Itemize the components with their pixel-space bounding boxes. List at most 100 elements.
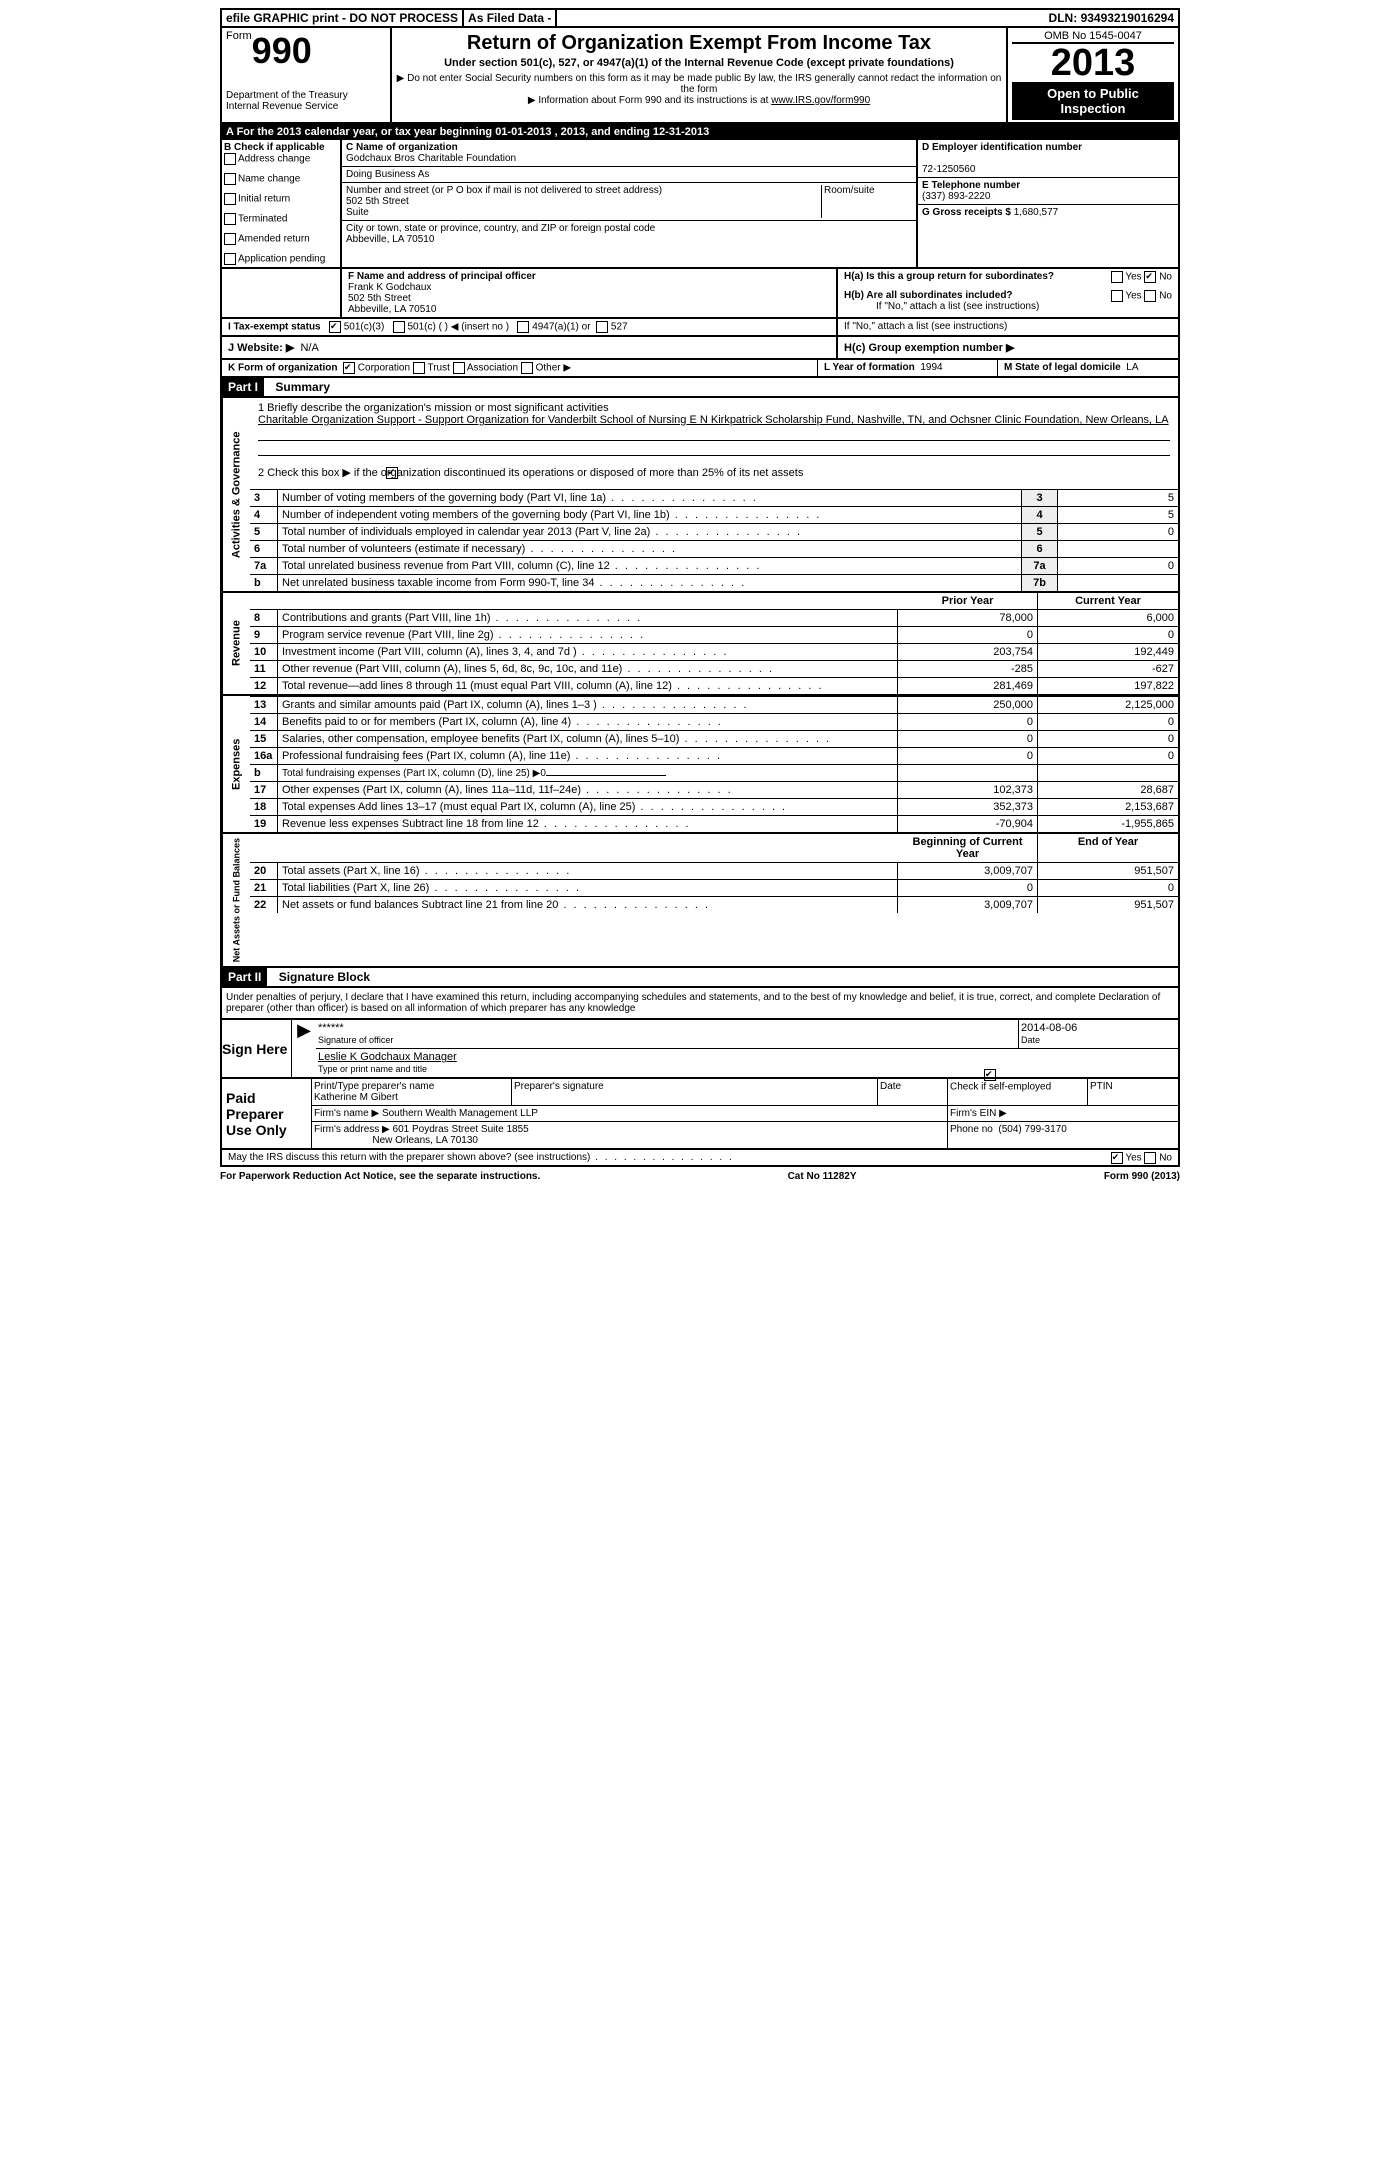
data-line-row: 11Other revenue (Part VIII, column (A), … [250,660,1178,677]
cb-association[interactable] [453,362,465,374]
firm-addr2: New Orleans, LA 70130 [372,1135,478,1146]
current-value [1038,764,1178,781]
data-line-row: 18Total expenses Add lines 13–17 (must e… [250,798,1178,815]
data-line-row: 10Investment income (Part VIII, column (… [250,643,1178,660]
header-right: OMB No 1545-0047 2013 Open to Public Ins… [1008,28,1178,122]
netassets-section: Net Assets or Fund Balances Beginning of… [220,834,1180,968]
org-name: Godchaux Bros Charitable Foundation [346,153,516,164]
line-number: 8 [250,609,278,626]
501c3: 501(c)(3) [344,322,385,333]
preparer-date-label: Date [878,1079,948,1106]
data-line-row: 17Other expenses (Part IX, column (A), l… [250,781,1178,798]
check-terminated: Terminated [238,214,287,225]
dept-treasury: Department of the Treasury [226,90,386,101]
line-number: 6 [250,540,278,557]
line-number: 20 [250,862,278,879]
cb-address-change[interactable] [224,153,236,165]
info-grid: B Check if applicable Address change Nam… [220,140,1180,269]
perjury-statement: Under penalties of perjury, I declare th… [220,988,1180,1020]
line-value: 5 [1058,489,1178,506]
ha-yes-cb[interactable] [1111,271,1123,283]
irs-link[interactable]: www.IRS.gov/form990 [771,95,870,106]
printed-name-label: Type or print name and title [318,1064,427,1074]
part-2-header: Part II Signature Block [220,968,1180,988]
cb-501c3[interactable] [329,321,341,333]
gov-line-row: 4Number of independent voting members of… [250,506,1178,523]
suite: Suite [346,207,369,218]
hb-yes-cb[interactable] [1111,290,1123,302]
gov-line-row: 7aTotal unrelated business revenue from … [250,557,1178,574]
check-applicable-col: B Check if applicable Address change Nam… [222,140,342,267]
check-amended-return: Amended return [238,234,310,245]
col-prior: Prior Year [898,593,1038,609]
dln-value: 93493219016294 [1081,11,1174,25]
cb-application-pending[interactable] [224,253,236,265]
line-box-ref: 3 [1022,489,1058,506]
expenses-section: Expenses 13Grants and similar amounts pa… [220,696,1180,834]
line-text: Other revenue (Part VIII, column (A), li… [278,660,898,677]
line-text: Total number of volunteers (estimate if … [278,540,1022,557]
line-number: 15 [250,730,278,747]
discuss-yes-cb[interactable] [1111,1152,1123,1164]
line-text: Investment income (Part VIII, column (A)… [278,643,898,660]
cb-501c[interactable] [393,321,405,333]
cb-name-change[interactable] [224,173,236,185]
line-text: Salaries, other compensation, employee b… [278,730,898,747]
current-value: 2,125,000 [1038,696,1178,713]
check-address-change: Address change [238,154,310,165]
preparer-name-label: Print/Type preparer's name [314,1081,434,1092]
check-name-change: Name change [238,174,300,185]
side-gov: Activities & Governance [222,398,250,591]
ha-no-cb[interactable] [1144,271,1156,283]
dba-label: Doing Business As [342,167,916,183]
preparer-name: Katherine M Gibert [314,1092,398,1103]
line-2-checkbox[interactable] [386,467,398,479]
line-text: Number of voting members of the governin… [278,489,1022,506]
hb-no-cb[interactable] [1144,290,1156,302]
year-formation-label: L Year of formation [824,362,915,373]
sign-here-label: Sign Here [222,1020,292,1077]
cb-initial-return[interactable] [224,193,236,205]
website-value: N/A [300,342,318,354]
tax-year: 2013 [1012,44,1174,82]
hb-attach-list: If "No," attach a list (see instructions… [838,319,1178,335]
signature-label: Signature of officer [318,1035,393,1045]
room-label: Room/suite [822,185,912,218]
line-text: Total liabilities (Part X, line 26) [278,879,898,896]
addr-label: Number and street (or P O box if mail is… [346,185,662,196]
dln-label: DLN: [1049,11,1078,25]
line-text: Revenue less expenses Subtract line 18 f… [278,815,898,832]
current-value: -627 [1038,660,1178,677]
cb-527[interactable] [596,321,608,333]
prior-value: 78,000 [898,609,1038,626]
prior-value: 250,000 [898,696,1038,713]
discuss-no-cb[interactable] [1144,1152,1156,1164]
hb-label: H(b) Are all subordinates included? [844,290,1013,301]
current-value: 0 [1038,626,1178,643]
part-1-bar: Part I [222,378,264,396]
cb-terminated[interactable] [224,213,236,225]
cb-other[interactable] [521,362,533,374]
current-value: 28,687 [1038,781,1178,798]
prior-value: 102,373 [898,781,1038,798]
cb-4947[interactable] [517,321,529,333]
cb-amended-return[interactable] [224,233,236,245]
gross-receipts-label: G Gross receipts $ [922,207,1011,218]
prior-value: 3,009,707 [898,896,1038,913]
line-box-ref: 7b [1022,574,1058,591]
hb-yes: Yes [1125,291,1141,302]
line-number: 22 [250,896,278,913]
data-line-row: 22Net assets or fund balances Subtract l… [250,896,1178,913]
check-application-pending: Application pending [238,254,325,265]
current-value: 197,822 [1038,677,1178,694]
cb-corporation[interactable] [343,362,355,374]
self-employed-cb[interactable] [984,1069,996,1081]
data-line-row: 8Contributions and grants (Part VIII, li… [250,609,1178,626]
gross-receipts-value: 1,680,577 [1014,207,1059,218]
discuss-row: May the IRS discuss this return with the… [220,1150,1180,1167]
line-number: 18 [250,798,278,815]
f-h-block: F Name and address of principal officer … [220,269,1180,319]
data-line-row: bTotal fundraising expenses (Part IX, co… [250,764,1178,781]
line-text: Number of independent voting members of … [278,506,1022,523]
cb-trust[interactable] [413,362,425,374]
